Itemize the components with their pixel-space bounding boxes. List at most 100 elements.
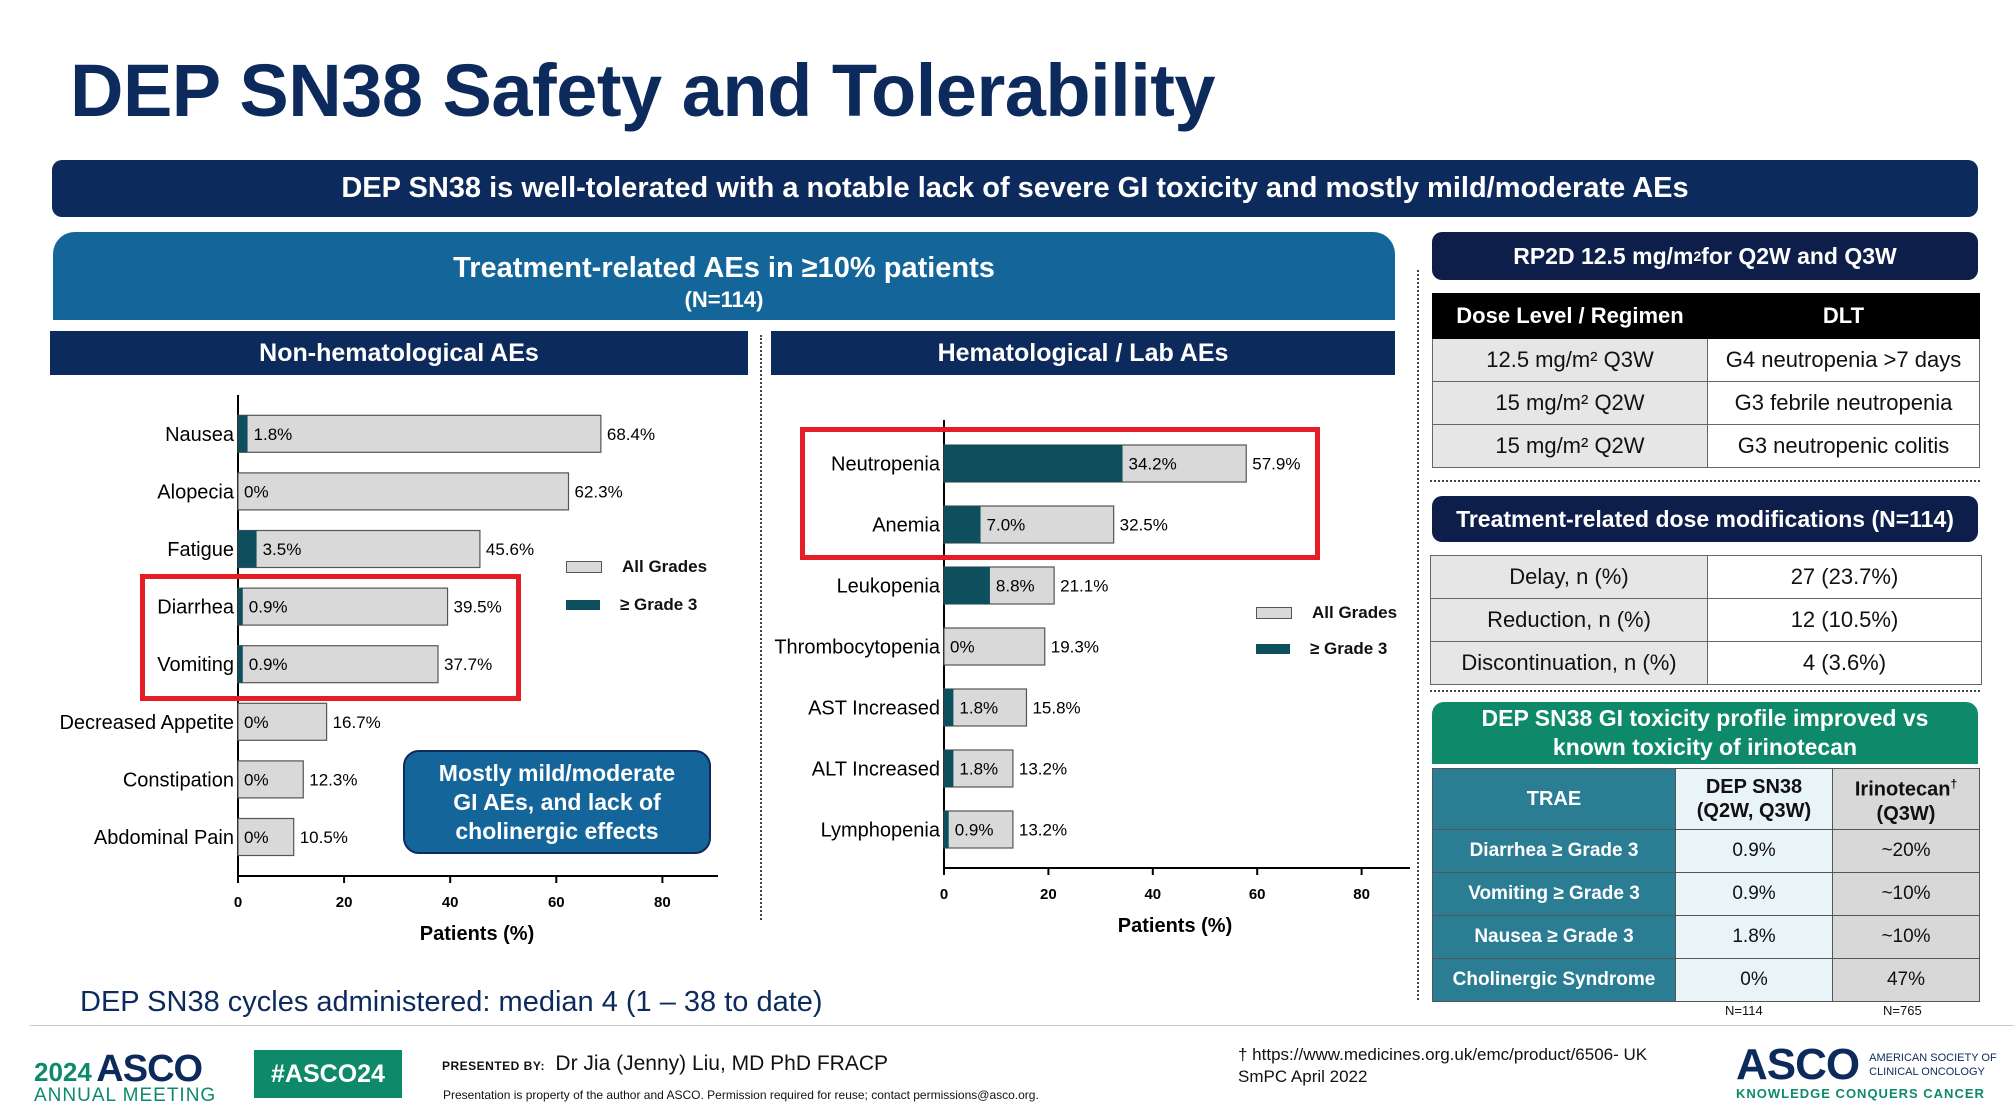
dlt-dose: 15 mg/m² Q2W xyxy=(1432,424,1708,468)
all-grades-data-label: 45.6% xyxy=(486,540,534,559)
rp2d-suffix: for Q2W and Q3W xyxy=(1701,242,1897,269)
presenter-line: PRESENTED BY: Dr Jia (Jenny) Liu, MD PhD… xyxy=(442,1052,888,1076)
tox-label: Vomiting ≥ Grade 3 xyxy=(1432,872,1676,916)
all-grades-data-label: 57.9% xyxy=(1252,455,1300,474)
x-tick-label: 40 xyxy=(442,894,459,911)
presented-by-label: PRESENTED BY: xyxy=(442,1059,545,1073)
bar-all-grades xyxy=(943,688,1028,727)
all-grades-data-label: 13.2% xyxy=(1019,760,1067,779)
dlt-value: G3 neutropenic colitis xyxy=(1707,424,1980,468)
grade3-data-label: 0% xyxy=(244,713,269,732)
legend-label-all: All Grades xyxy=(622,557,708,576)
all-grades-data-label: 10.5% xyxy=(300,828,348,847)
table-row: Diarrhea ≥ Grade 3 0.9% ~20% xyxy=(1432,829,1980,873)
legend-swatch-g3 xyxy=(566,600,600,610)
hashtag-badge: #ASCO24 xyxy=(254,1050,402,1098)
bar-all-grades xyxy=(943,749,1014,788)
all-grades-data-label: 16.7% xyxy=(333,713,381,732)
gi-header-line-2: known toxicity of irinotecan xyxy=(1552,734,1858,760)
x-tick-label: 40 xyxy=(1144,886,1161,903)
legend-label-g3: ≥ Grade 3 xyxy=(620,595,698,614)
category-label: Anemia xyxy=(872,515,941,537)
all-grades-data-label: 62.3% xyxy=(575,482,623,501)
category-label: Constipation xyxy=(123,769,234,791)
mods-label: Delay, n (%) xyxy=(1430,555,1708,599)
grade3-data-label: 8.8% xyxy=(996,577,1035,596)
society-tagline: KNOWLEDGE CONQUERS CANCER xyxy=(1736,1086,1985,1101)
bar-grade3 xyxy=(944,567,990,604)
x-tick-label: 20 xyxy=(1040,886,1057,903)
category-label: Thrombocytopenia xyxy=(774,637,941,659)
society-line-1: AMERICAN SOCIETY OF xyxy=(1869,1052,1997,1064)
tox-header-iri: Irinotecan† (Q3W) xyxy=(1832,768,1980,830)
society-asco: ASCO xyxy=(1736,1040,1860,1089)
legend-label-g3: ≥ Grade 3 xyxy=(1310,639,1388,658)
grade3-data-label: 0.9% xyxy=(249,655,288,674)
tox-dep-value: 0% xyxy=(1675,958,1833,1002)
society-line-2: CLINICAL ONCOLOGY xyxy=(1869,1066,1985,1078)
legend-swatch-all xyxy=(1256,607,1292,619)
reference-line-1: † https://www.medicines.org.uk/emc/produ… xyxy=(1238,1045,1648,1064)
dlt-header-dose: Dose Level / Regimen xyxy=(1432,293,1708,339)
all-grades-data-label: 15.8% xyxy=(1032,699,1080,718)
category-label: ALT Increased xyxy=(812,759,940,781)
category-label: Nausea xyxy=(165,424,235,446)
dlt-table: Dose Level / Regimen DLT 12.5 mg/m² Q3W … xyxy=(1432,293,1980,468)
category-label: Fatigue xyxy=(167,539,234,561)
bar-all-grades xyxy=(943,627,1046,666)
presenter-name: Dr Jia (Jenny) Liu, MD PhD FRACP xyxy=(555,1052,888,1075)
category-label: Vomiting xyxy=(157,654,234,676)
trae-header-title: Treatment-related AEs in ≥10% patients xyxy=(453,252,995,284)
legend-hem: All Grades ≥ Grade 3 xyxy=(1256,600,1397,662)
table-row: Reduction, n (%) 12 (10.5%) xyxy=(1430,598,1982,642)
mods-label: Discontinuation, n (%) xyxy=(1430,641,1708,685)
gi-toxicity-table: TRAE DEP SN38 (Q2W, Q3W) Irinotecan† (Q3… xyxy=(1432,768,1980,1002)
grade3-data-label: 0% xyxy=(950,638,975,657)
rp2d-header: RP2D 12.5 mg/m 2 for Q2W and Q3W xyxy=(1432,232,1978,280)
dlt-value: G4 neutropenia >7 days xyxy=(1707,338,1980,382)
footer-divider xyxy=(30,1025,2014,1026)
all-grades-data-label: 68.4% xyxy=(607,425,655,444)
x-tick-label: 0 xyxy=(234,894,242,911)
tox-iri-value: ~20% xyxy=(1832,829,1980,873)
page-title: DEP SN38 Safety and Tolerability xyxy=(70,49,1216,132)
tox-dep-value: 0.9% xyxy=(1675,872,1833,916)
dose-mods-table: Delay, n (%) 27 (23.7%) Reduction, n (%)… xyxy=(1430,555,1982,685)
table-row: 12.5 mg/m² Q3W G4 neutropenia >7 days xyxy=(1432,338,1980,382)
x-tick-label: 0 xyxy=(940,886,948,903)
gi-callout: Mostly mild/moderate GI AEs, and lack of… xyxy=(403,750,711,854)
tox-header-iri-sup: † xyxy=(1950,777,1958,792)
highlight-box-hem xyxy=(800,427,1320,560)
all-grades-data-label: 12.3% xyxy=(309,770,357,789)
property-note: Presentation is property of the author a… xyxy=(443,1088,1039,1102)
highlight-box-gi xyxy=(140,574,521,701)
all-grades-data-label: 13.2% xyxy=(1019,821,1067,840)
key-message-banner: DEP SN38 is well-tolerated with a notabl… xyxy=(52,160,1978,217)
grade3-data-label: 0% xyxy=(244,828,269,847)
rp2d-prefix: RP2D 12.5 mg/m xyxy=(1513,242,1694,269)
tox-label: Nausea ≥ Grade 3 xyxy=(1432,915,1676,959)
bar-all-grades xyxy=(237,702,328,741)
nonhem-subheader: Non-hematological AEs xyxy=(50,331,748,375)
dlt-header-dlt: DLT xyxy=(1707,293,1980,339)
bar-grade3 xyxy=(944,506,981,543)
grade3-data-label: 0.9% xyxy=(955,821,994,840)
bar-grade3 xyxy=(238,530,257,568)
callout-line-3: cholinergic effects xyxy=(455,817,659,844)
category-label: Lymphopenia xyxy=(821,820,941,842)
hem-subheader: Hematological / Lab AEs xyxy=(771,331,1395,375)
bar-grade3 xyxy=(238,588,243,626)
grade3-data-label: 1.8% xyxy=(959,699,998,718)
reference-note: † https://www.medicines.org.uk/emc/produ… xyxy=(1238,1044,1647,1088)
cycles-note: DEP SN38 cycles administered: median 4 (… xyxy=(80,986,823,1018)
callout-line-1: Mostly mild/moderate xyxy=(438,759,676,786)
category-label: AST Increased xyxy=(808,698,940,720)
bar-all-grades xyxy=(237,817,295,857)
category-label: Decreased Appetite xyxy=(59,712,234,734)
tox-header-trae: TRAE xyxy=(1432,768,1676,830)
category-label: Abdominal Pain xyxy=(94,827,234,849)
category-label: Alopecia xyxy=(157,481,235,503)
table-row: Vomiting ≥ Grade 3 0.9% ~10% xyxy=(1432,872,1980,916)
bar-grade3 xyxy=(944,811,949,848)
tox-iri-value: 47% xyxy=(1832,958,1980,1002)
